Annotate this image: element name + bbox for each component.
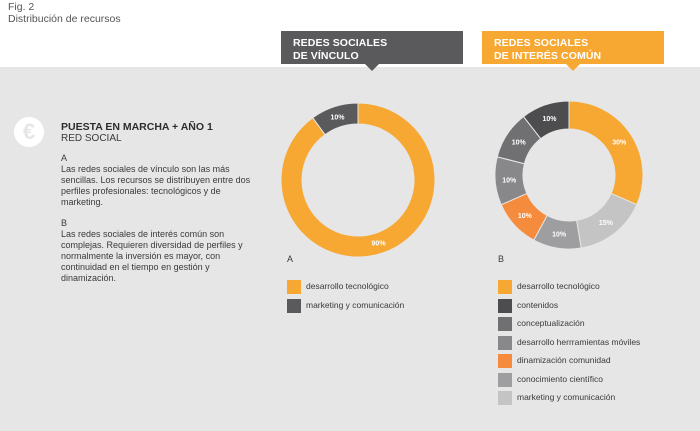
donut-b-label-6: 10% (543, 116, 558, 123)
header-b-line1: REDES SOCIALES (494, 37, 589, 49)
legend-b-swatch (498, 354, 512, 368)
header-a-line2: DE VÍNCULO (293, 50, 359, 62)
chart-b-letter: B (498, 254, 505, 264)
legend-b-label: marketing y comunicación (517, 392, 616, 402)
header-b-pointer (566, 64, 580, 71)
legend-b-label: desarrollo tecnológico (517, 281, 600, 291)
info-b-text: Las redes sociales de interés común son … (61, 229, 243, 283)
legend-a-swatch (287, 298, 301, 313)
header-a-pointer (365, 64, 379, 71)
legend-b-swatch (498, 298, 512, 313)
donut-b-slice-6 (522, 100, 570, 140)
info-subtitle: RED SOCIAL (61, 133, 122, 144)
legend-a-swatch (287, 280, 301, 294)
chart-a-letter: A (287, 254, 294, 264)
legend-b-swatch (498, 372, 512, 387)
euro-icon: € (14, 117, 44, 147)
donut-b-label-3: 10% (518, 213, 533, 220)
donut-b-slice-0 (568, 100, 644, 206)
legend-a-label: marketing y comunicación (306, 299, 405, 310)
legend-b-swatch (498, 335, 512, 350)
info-a-letter: A (61, 153, 68, 163)
legend-a-label: desarrollo tecnológico (306, 281, 389, 291)
donut-a-label-0: 90% (372, 241, 387, 248)
legend-b-swatch (498, 280, 512, 294)
legend-b-label: conceptualización (517, 318, 585, 328)
header-redes-interes: REDES SOCIALES DE INTERÉS COMÚN (482, 31, 664, 71)
donut-b-label-0: 30% (612, 140, 627, 147)
donut-a-slice-1 (312, 102, 359, 136)
header-b-line2: DE INTERÉS COMÚN (494, 50, 602, 62)
figure-caption: Fig. 2 Distribución de recursos (8, 1, 121, 25)
legend-b-label: conocimiento científico (517, 373, 603, 384)
info-block: PUESTA EN MARCHA + AÑO 1 RED SOCIAL A La… (61, 121, 261, 294)
header-a-line1: REDES SOCIALES (293, 37, 388, 49)
legend-b-label: dinamización comunidad (517, 355, 611, 365)
legend-b-label: contenidos (517, 299, 559, 310)
legend-b-swatch (498, 317, 512, 331)
info-b-letter: B (61, 218, 68, 228)
info-a-text: Las redes sociales de vínculo son las má… (61, 164, 251, 207)
donut-a-slice-0 (280, 102, 436, 258)
header-redes-vinculo: REDES SOCIALES DE VÍNCULO (281, 31, 463, 71)
figure-title: Distribución de recursos (8, 13, 121, 25)
donut-a-label-1: 10% (330, 114, 345, 121)
info-title: PUESTA EN MARCHA + AÑO 1 (61, 121, 213, 133)
donut-b-label-2: 10% (552, 232, 567, 239)
legend-b-label: desarrollo herrramientas móviles (517, 336, 641, 347)
donut-b-label-1: 15% (599, 220, 614, 227)
donut-chart-b: 30% 15% 10% 10% 10% 10% 10% (494, 100, 644, 250)
figure-label: Fig. 2 (8, 1, 35, 13)
donut-chart-a: 90% 10% (280, 102, 436, 258)
donut-b-label-4: 10% (502, 177, 517, 184)
legend-b-swatch (498, 391, 512, 405)
donut-b-label-5: 10% (512, 140, 527, 147)
